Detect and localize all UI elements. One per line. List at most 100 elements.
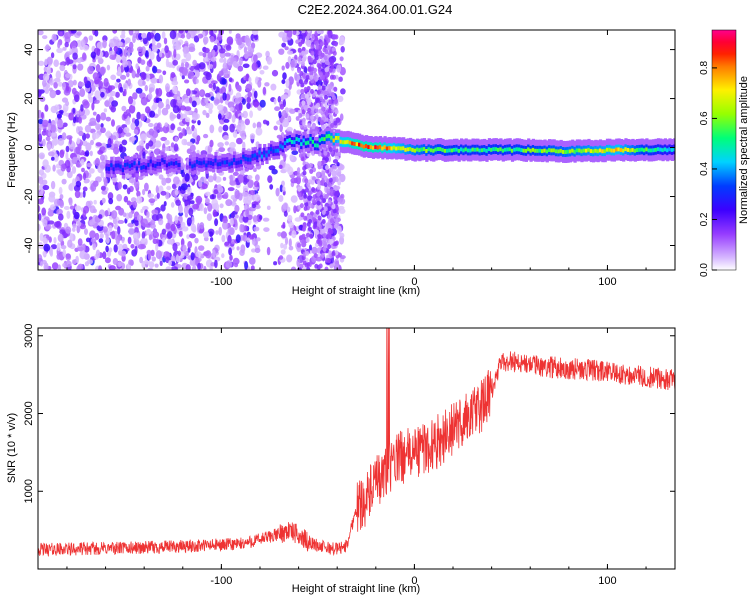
- spectrum-noise-cell: [50, 244, 58, 250]
- spectrum-noise-cell: [95, 64, 101, 73]
- spectrum-noise-cell: [304, 49, 309, 55]
- spectrum-noise-cell: [103, 177, 108, 187]
- spectrum-noise-cell: [96, 41, 104, 50]
- spectrum-noise-cell: [122, 212, 127, 218]
- spectrum-noise-cell: [309, 70, 314, 76]
- spectrum-noise-cell: [108, 197, 114, 205]
- spectrum-noise-cell: [95, 123, 101, 130]
- spectrum-noise-cell: [334, 99, 338, 104]
- spectrum-noise-cell: [105, 131, 112, 137]
- spectrum-noise-cell: [123, 126, 130, 134]
- spectrum-noise-cell: [205, 112, 210, 119]
- spectrum-noise-cell: [310, 115, 315, 120]
- spectrum-noise-cell: [89, 117, 97, 125]
- spectrum-noise-cell: [151, 38, 156, 47]
- spectrum-noise-cell: [320, 119, 324, 125]
- spectrum-noise-cell: [327, 206, 332, 212]
- spectrum-noise-cell: [251, 62, 258, 72]
- spectrum-noise-cell: [132, 92, 138, 100]
- spectrum-noise-cell: [64, 41, 69, 48]
- spectrum-noise-cell: [205, 191, 211, 197]
- spectrum-noise-cell: [164, 139, 170, 146]
- spectrum-noise-cell: [282, 186, 286, 192]
- spectrum-noise-cell: [110, 74, 117, 81]
- spectrum-noise-cell: [281, 94, 289, 99]
- spectrum-noise-cell: [312, 75, 317, 81]
- spectrum-noise-cell: [100, 171, 105, 179]
- spectrum-noise-cell: [182, 244, 187, 253]
- spectrum-noise-cell: [100, 146, 106, 152]
- spectrogram-x-axis-label: Height of straight line (km): [292, 285, 420, 297]
- spectrum-noise-cell: [57, 138, 65, 146]
- spectrum-noise-cell: [218, 48, 226, 54]
- spectrum-noise-cell: [197, 262, 201, 270]
- spectrum-noise-cell: [197, 120, 201, 126]
- spectrum-noise-cell: [296, 258, 301, 268]
- spectrum-noise-cell: [223, 57, 227, 66]
- spectrum-noise-cell: [63, 206, 70, 210]
- spectrum-noise-cell: [134, 179, 140, 189]
- spectrum-noise-cell: [148, 198, 156, 204]
- spectrum-noise-cell: [220, 86, 227, 95]
- spectrum-noise-cell: [250, 42, 256, 49]
- spectrum-noise-cell: [176, 113, 181, 120]
- spectrum-noise-cell: [259, 70, 265, 75]
- spectrum-noise-cell: [178, 211, 184, 217]
- spectrum-noise-cell: [328, 147, 333, 152]
- spectrum-noise-cell: [38, 152, 45, 160]
- spectrum-noise-cell: [216, 184, 222, 192]
- spectrum-noise-cell: [191, 216, 195, 225]
- colorbar-tick-label: 0.2: [699, 212, 710, 226]
- spectrum-noise-cell: [311, 124, 316, 130]
- spectrum-noise-cell: [181, 138, 188, 146]
- spectrum-noise-cell: [178, 30, 184, 34]
- spectrum-noise-cell: [47, 220, 55, 225]
- spectrum-noise-cell: [131, 219, 135, 224]
- spectrum-noise-cell: [58, 186, 63, 195]
- spectrum-noise-cell: [302, 170, 307, 176]
- spectrum-noise-cell: [56, 119, 64, 128]
- spectrum-noise-cell: [154, 32, 161, 42]
- spectrum-noise-cell: [89, 205, 96, 214]
- spectrum-noise-cell: [80, 159, 85, 166]
- spectrum-noise-cell: [241, 191, 249, 197]
- spectrum-noise-cell: [300, 61, 305, 67]
- spectrum-noise-cell: [111, 210, 118, 219]
- spectrum-noise-cell: [226, 36, 234, 45]
- spectrum-noise-cell: [202, 36, 209, 45]
- spectrum-noise-cell: [174, 136, 178, 143]
- spectrum-noise-cell: [55, 70, 61, 80]
- spectrum-noise-cell: [68, 112, 74, 121]
- spectrum-noise-cell: [297, 47, 302, 53]
- spectrum-noise-cell: [60, 245, 67, 250]
- spectrum-noise-cell: [173, 176, 180, 185]
- spectrum-noise-cell: [290, 177, 298, 184]
- spectrum-noise-cell: [180, 183, 188, 191]
- spectrum-noise-cell: [125, 37, 131, 44]
- spectrum-noise-cell: [160, 190, 167, 196]
- spectrum-noise-cell: [167, 238, 174, 245]
- spectrum-noise-cell: [56, 253, 61, 260]
- spectrum-noise-cell: [212, 249, 216, 258]
- spectrum-noise-cell: [290, 60, 295, 68]
- spectrum-noise-cell: [152, 66, 158, 74]
- spectrum-noise-cell: [246, 50, 253, 57]
- spectrum-noise-cell: [340, 46, 345, 53]
- spectrum-noise-cell: [253, 194, 261, 202]
- spectrum-noise-cell: [38, 191, 43, 198]
- spectrum-noise-cell: [100, 112, 107, 121]
- spectrum-noise-cell: [169, 30, 177, 40]
- spectrum-noise-cell: [236, 84, 242, 92]
- spectrum-noise-cell: [275, 187, 280, 197]
- spectrum-noise-cell: [279, 184, 283, 193]
- spectrum-noise-cell: [99, 161, 106, 169]
- spectrum-noise-cell: [312, 194, 317, 200]
- spectrum-noise-cell: [234, 214, 239, 219]
- spectrum-noise-cell: [99, 233, 104, 239]
- spectrum-noise-cell: [75, 180, 82, 188]
- spectrum-noise-cell: [145, 73, 151, 82]
- spectrum-noise-cell: [130, 244, 135, 249]
- spectrum-noise-cell: [219, 58, 224, 63]
- spectrum-noise-cell: [337, 225, 342, 235]
- spectrum-noise-cell: [111, 119, 115, 127]
